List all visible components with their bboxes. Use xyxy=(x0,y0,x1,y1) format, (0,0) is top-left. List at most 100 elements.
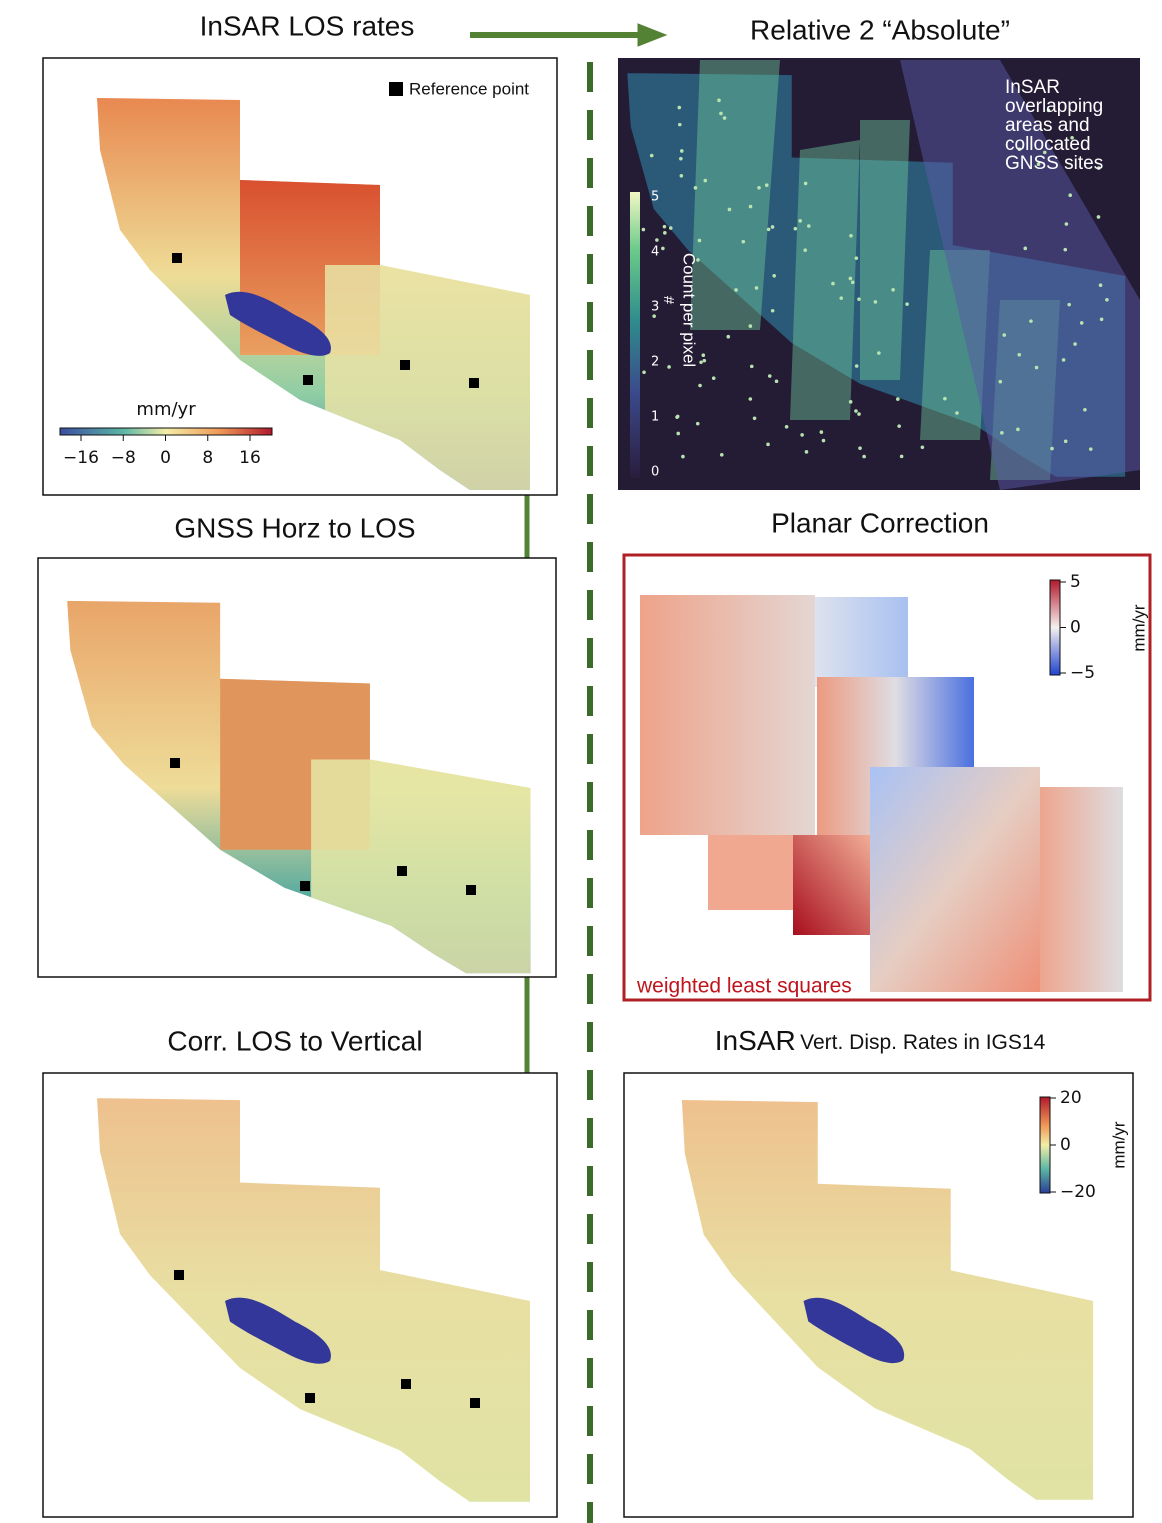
gnss-site xyxy=(999,380,1003,384)
gnss-site xyxy=(798,219,802,223)
colorbar-symbol: # xyxy=(660,296,677,305)
tick-label: 0 xyxy=(651,465,659,480)
gnss-site xyxy=(720,453,724,457)
panel-title: Planar Correction xyxy=(771,507,989,538)
gnss-site xyxy=(772,274,776,278)
gnss-site xyxy=(1089,447,1093,451)
tick-label: 8 xyxy=(202,448,213,468)
gnss-site xyxy=(675,415,679,419)
gnss-site xyxy=(905,302,909,306)
gnss-site xyxy=(680,174,684,178)
panel-planar: 50−5 mm/yr weighted least squares xyxy=(624,555,1150,1000)
tick-label: 5 xyxy=(1070,572,1081,592)
gnss-site xyxy=(851,280,855,284)
gnss-site xyxy=(1000,431,1004,435)
gnss-site xyxy=(1100,318,1104,322)
panel-vertical xyxy=(43,1073,557,1517)
method-note: weighted least squares xyxy=(636,975,852,998)
gnss-site xyxy=(679,157,683,161)
gnss-site xyxy=(1023,247,1027,251)
gnss-site xyxy=(855,256,859,260)
gnss-site xyxy=(900,455,904,459)
gnss-site xyxy=(1064,439,1068,443)
gnss-site xyxy=(1002,333,1006,337)
gnss-site xyxy=(1073,342,1077,346)
gnss-site xyxy=(701,353,705,357)
annotation-line: areas and xyxy=(1005,115,1090,136)
gnss-site xyxy=(749,205,753,209)
gnss-site xyxy=(667,365,671,369)
gnss-site xyxy=(698,239,702,243)
gnss-site xyxy=(699,360,703,364)
gnss-site xyxy=(1097,215,1101,219)
title-part: InSAR xyxy=(715,1025,796,1056)
gnss-site xyxy=(1099,283,1103,287)
panel-title: Corr. LOS to Vertical xyxy=(167,1025,422,1056)
annotation-line: overlapping xyxy=(1005,96,1103,117)
gnss-site xyxy=(943,397,947,401)
gnss-site xyxy=(694,186,698,190)
gnss-site xyxy=(1063,248,1067,252)
gnss-site xyxy=(663,225,667,229)
gnss-site xyxy=(849,277,853,281)
tick-label: 20 xyxy=(1060,1088,1082,1108)
gnss-site xyxy=(775,379,779,383)
gnss-site xyxy=(717,99,721,103)
gnss-site xyxy=(703,179,707,183)
legend-label: Reference point xyxy=(409,79,529,98)
gnss-site xyxy=(839,296,843,300)
gnss-site xyxy=(669,226,673,230)
gnss-site xyxy=(663,231,667,235)
gnss-site xyxy=(728,208,732,212)
gnss-site xyxy=(1068,193,1072,197)
tick-label: 1 xyxy=(651,410,659,425)
gnss-site xyxy=(891,288,895,292)
tick-label: −8 xyxy=(111,448,136,468)
gnss-site xyxy=(803,248,807,252)
gnss-site xyxy=(676,432,680,436)
gnss-site xyxy=(794,227,798,231)
panel-title: Relative 2 “Absolute” xyxy=(750,14,1010,45)
annotation-line: collocated xyxy=(1005,134,1091,155)
gnss-site xyxy=(1080,321,1084,325)
gnss-site xyxy=(753,416,757,420)
tick-label: 0 xyxy=(160,448,171,468)
tick-label: 16 xyxy=(239,448,261,468)
gnss-site xyxy=(661,247,665,251)
tick-label: 0 xyxy=(1060,1135,1071,1155)
gnss-site xyxy=(805,450,809,454)
gnss-site xyxy=(678,123,682,127)
panel-gnss-horz xyxy=(38,558,556,978)
tick-label: 4 xyxy=(651,245,659,260)
gnss-site xyxy=(749,324,753,328)
gnss-site xyxy=(1035,366,1039,370)
gnss-site xyxy=(771,309,775,313)
gnss-site xyxy=(723,116,727,120)
gnss-site xyxy=(655,238,659,242)
gnss-site xyxy=(771,225,775,229)
gnss-site xyxy=(877,351,881,355)
gnss-site xyxy=(750,365,754,369)
gnss-site xyxy=(650,154,654,158)
gnss-site xyxy=(757,186,761,190)
tick-label: −5 xyxy=(1070,663,1095,683)
colorbar-label: mm/yr xyxy=(136,399,196,420)
gnss-site xyxy=(677,106,681,110)
gnss-site xyxy=(831,282,835,286)
gnss-site xyxy=(897,424,901,428)
gnss-site xyxy=(800,433,804,437)
gnss-site xyxy=(857,412,861,416)
gnss-site xyxy=(807,224,811,228)
gnss-site xyxy=(849,400,853,404)
gnss-site xyxy=(726,335,730,339)
gnss-site xyxy=(1105,298,1109,302)
gnss-site xyxy=(696,422,700,426)
gnss-site xyxy=(1016,428,1020,432)
gnss-site xyxy=(1065,222,1069,226)
title-part: Vert. Disp. Rates in IGS14 xyxy=(800,1031,1045,1054)
workflow-figure: InSAR LOS rates Relative 2 “Absolute” GN… xyxy=(0,0,1162,1523)
tick-label: 0 xyxy=(1070,618,1081,638)
gnss-site xyxy=(741,240,745,244)
